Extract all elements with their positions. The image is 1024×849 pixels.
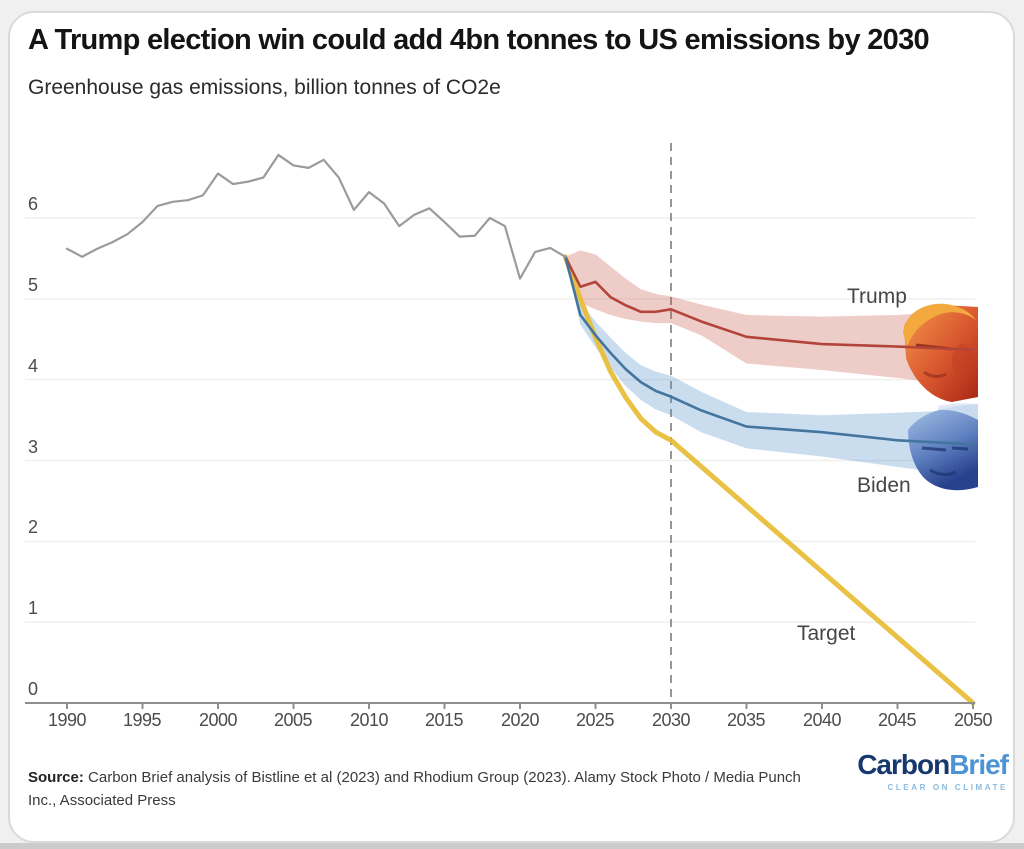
- logo-brief-text: Brief: [949, 749, 1009, 780]
- chart-title: A Trump election win could add 4bn tonne…: [28, 24, 930, 56]
- biden-series-label: Biden: [857, 474, 911, 497]
- x-tick-label: 2020: [500, 710, 540, 730]
- y-tick-label: 1: [28, 598, 38, 618]
- y-tick-label: 4: [28, 356, 38, 376]
- trump-photo: [903, 303, 978, 402]
- x-tick-label: 2010: [349, 710, 389, 730]
- source-attribution: Source: Carbon Brief analysis of Bistlin…: [28, 767, 828, 812]
- y-tick-label: 6: [28, 194, 38, 214]
- logo-tagline: CLEAR ON CLIMATE: [887, 782, 1008, 792]
- source-text: Carbon Brief analysis of Bistline et al …: [28, 769, 801, 809]
- carbonbrief-logo: CarbonBrief CLEAR ON CLIMATE: [852, 749, 1009, 792]
- source-prefix: Source:: [28, 769, 84, 786]
- trump-series-label: Trump: [847, 285, 907, 308]
- logo-carbon-text: Carbon: [857, 749, 950, 780]
- x-tick-label: 2015: [424, 710, 464, 730]
- y-tick-label: 2: [28, 517, 38, 537]
- x-tick-label: 2025: [575, 710, 615, 730]
- x-tick-label: 1990: [47, 710, 87, 730]
- x-tick-label: 1995: [122, 710, 162, 730]
- y-tick-label: 0: [28, 679, 38, 699]
- chart-subtitle: Greenhouse gas emissions, billion tonnes…: [28, 76, 501, 99]
- target-series-label: Target: [797, 622, 856, 645]
- x-tick-label: 2000: [198, 710, 238, 730]
- bottom-edge-strip: [0, 843, 1024, 849]
- x-tick-label: 2035: [726, 710, 766, 730]
- x-tick-label: 2030: [651, 710, 691, 730]
- y-tick-label: 5: [28, 275, 38, 295]
- y-tick-label: 3: [28, 437, 38, 457]
- x-tick-label: 2050: [953, 710, 993, 730]
- biden-photo: [908, 403, 978, 491]
- chart-card: [8, 11, 1015, 843]
- x-tick-label: 2005: [273, 710, 313, 730]
- x-tick-label: 2040: [802, 710, 842, 730]
- carbonbrief-wordmark: CarbonBrief: [852, 749, 1009, 781]
- x-tick-label: 2045: [877, 710, 917, 730]
